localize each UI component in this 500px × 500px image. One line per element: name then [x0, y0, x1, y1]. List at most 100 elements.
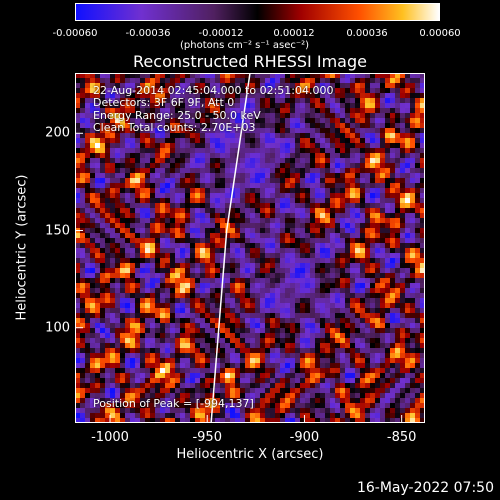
heatmap-cell: [200, 133, 206, 139]
heatmap-cell: [180, 203, 186, 209]
heatmap-cell: [135, 403, 141, 409]
heatmap-cell: [385, 258, 391, 264]
heatmap-cell: [415, 163, 421, 169]
heatmap-cell: [140, 273, 146, 279]
heatmap-cell: [415, 303, 421, 309]
heatmap-cell: [250, 363, 256, 369]
heatmap-cell: [105, 273, 111, 279]
heatmap-cell: [105, 193, 111, 199]
heatmap-cell: [275, 403, 281, 409]
heatmap-cell: [210, 293, 216, 299]
heatmap-cell: [260, 318, 266, 324]
heatmap-cell: [145, 238, 151, 244]
heatmap-cell: [145, 223, 151, 229]
heatmap-cell: [110, 208, 116, 214]
heatmap-cell: [125, 338, 131, 344]
heatmap-cell: [270, 403, 276, 409]
heatmap-cell: [395, 398, 401, 404]
heatmap-cell: [265, 118, 271, 124]
heatmap-cell: [80, 78, 86, 84]
heatmap-cell: [385, 298, 391, 304]
heatmap-cell: [170, 378, 176, 384]
heatmap-cell: [335, 268, 341, 274]
heatmap-cell: [205, 408, 211, 414]
heatmap-cell: [295, 273, 301, 279]
heatmap-cell: [115, 283, 121, 289]
heatmap-cell: [220, 203, 226, 209]
heatmap-cell: [165, 393, 171, 399]
heatmap-cell: [180, 278, 186, 284]
heatmap-cell: [135, 198, 141, 204]
heatmap-cell: [310, 303, 316, 309]
heatmap-cell: [215, 398, 221, 404]
heatmap-cell: [355, 298, 361, 304]
heatmap-cell: [100, 123, 106, 129]
heatmap-cell: [120, 343, 126, 349]
heatmap-cell: [410, 318, 416, 324]
heatmap-cell: [335, 333, 341, 339]
heatmap-cell: [125, 238, 131, 244]
heatmap-cell: [200, 223, 206, 229]
heatmap-cell: [290, 98, 296, 104]
heatmap-cell: [355, 163, 361, 169]
heatmap-cell: [335, 78, 341, 84]
heatmap-cell: [230, 148, 236, 154]
heatmap-cell: [170, 298, 176, 304]
heatmap-cell: [170, 98, 176, 104]
heatmap-cell: [135, 368, 141, 374]
heatmap-cell: [225, 378, 231, 384]
heatmap-cell: [165, 248, 171, 254]
heatmap-cell: [145, 143, 151, 149]
heatmap-cell: [410, 288, 416, 294]
heatmap-cell: [275, 78, 281, 84]
heatmap-cell: [95, 388, 101, 394]
heatmap-cell: [275, 328, 281, 334]
heatmap-cell: [330, 308, 336, 314]
heatmap-cell: [335, 338, 341, 344]
heatmap-cell: [335, 288, 341, 294]
heatmap-cell: [355, 143, 361, 149]
heatmap-cell: [85, 193, 91, 199]
heatmap-cell: [130, 288, 136, 294]
heatmap-cell: [140, 108, 146, 114]
heatmap-cell: [280, 333, 286, 339]
heatmap-cell: [310, 293, 316, 299]
heatmap-cell: [220, 413, 226, 419]
heatmap-cell: [180, 208, 186, 214]
heatmap-cell: [210, 158, 216, 164]
heatmap-cell: [395, 358, 401, 364]
heatmap-cell: [130, 163, 136, 169]
heatmap-cell: [360, 418, 366, 423]
heatmap-cell: [185, 393, 191, 399]
heatmap-cell: [390, 218, 396, 224]
heatmap-cell: [225, 348, 231, 354]
heatmap-cell: [260, 98, 266, 104]
heatmap-cell: [150, 373, 156, 379]
heatmap-cell: [285, 128, 291, 134]
heatmap-cell: [380, 198, 386, 204]
heatmap-cell: [140, 123, 146, 129]
heatmap-cell: [125, 158, 131, 164]
heatmap-cell: [175, 93, 181, 99]
heatmap-cell: [290, 153, 296, 159]
heatmap-cell: [235, 253, 241, 259]
heatmap-cell: [420, 393, 425, 399]
heatmap-cell: [225, 393, 231, 399]
heatmap-cell: [345, 373, 351, 379]
heatmap-cell: [420, 153, 425, 159]
heatmap-cell: [320, 233, 326, 239]
heatmap-cell: [125, 253, 131, 259]
heatmap-cell: [250, 233, 256, 239]
heatmap-cell: [240, 413, 246, 419]
heatmap-cell: [130, 123, 136, 129]
heatmap-cell: [340, 253, 346, 259]
heatmap-cell: [175, 388, 181, 394]
heatmap-cell: [300, 353, 306, 359]
heatmap-cell: [210, 313, 216, 319]
heatmap-cell: [210, 198, 216, 204]
heatmap-cell: [255, 278, 261, 284]
heatmap-cell: [400, 228, 406, 234]
heatmap-cell: [120, 98, 126, 104]
heatmap-cell: [340, 393, 346, 399]
heatmap-cell: [285, 318, 291, 324]
